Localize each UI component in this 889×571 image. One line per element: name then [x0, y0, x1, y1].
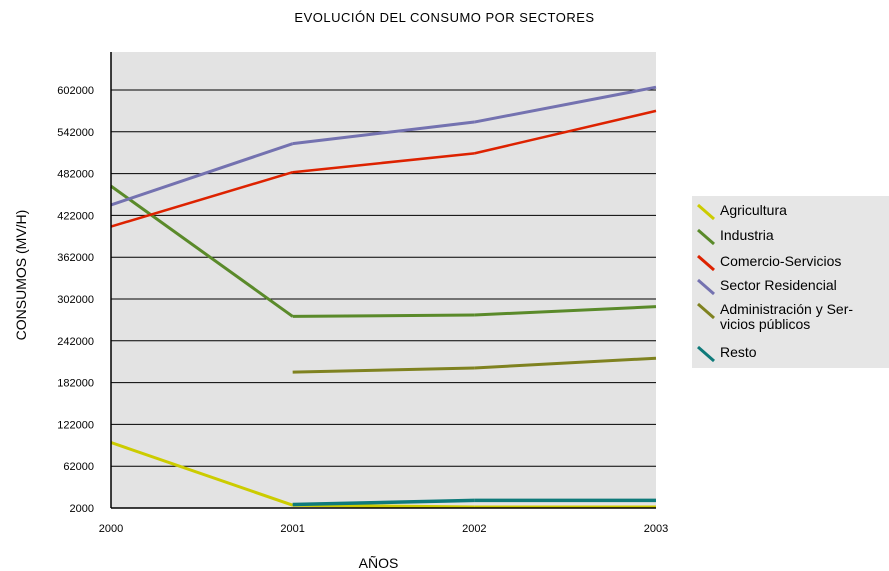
legend-label: Sector Residencial — [720, 277, 837, 293]
y-tick-label: 482000 — [57, 169, 94, 181]
series-3 — [110, 85, 657, 207]
series-segment — [474, 85, 657, 124]
x-tick-label: 2002 — [462, 523, 486, 535]
x-tick-labels: 2000 2001 2002 2003 — [99, 523, 668, 535]
series-segment — [292, 366, 475, 374]
series-5 — [292, 498, 656, 507]
plot-background — [111, 52, 656, 508]
x-tick-label: 2000 — [99, 523, 123, 535]
y-tick-label: 2000 — [70, 503, 94, 515]
legend-label: Agricultura — [720, 202, 787, 218]
series-segment — [474, 356, 657, 370]
y-axis-label: CONSUMOS (MV/H) — [13, 210, 29, 341]
legend-swatch — [697, 203, 715, 221]
legend-label: Administración y Ser- vicios públicos — [720, 301, 854, 332]
chart-title: EVOLUCIÓN DEL CONSUMO POR SECTORES — [294, 10, 595, 25]
y-tick-label: 122000 — [57, 419, 94, 431]
series-segment — [474, 305, 657, 317]
y-tick-label: 542000 — [57, 127, 94, 139]
series-segment — [292, 152, 475, 174]
series-4 — [292, 356, 657, 374]
y-tick-labels: 2000 62000 122000 182000 242000 302000 362000 4… — [57, 85, 94, 515]
legend: Agricultura Industria Comercio-Servicios Se… — [692, 196, 889, 368]
series-2 — [110, 109, 657, 228]
legend-item: Administración y Ser- vicios públicos — [692, 302, 853, 332]
y-tick-label: 302000 — [57, 294, 94, 306]
y-tick-label: 422000 — [57, 210, 94, 222]
series-segment — [110, 184, 294, 318]
legend-swatch — [697, 254, 715, 272]
legend-swatch — [697, 345, 715, 363]
series-segment — [292, 498, 475, 507]
legend-label: Industria — [720, 227, 774, 243]
legend-item: Sector Residencial — [692, 278, 837, 296]
x-tick-label: 2001 — [280, 523, 304, 535]
legend-swatch — [697, 228, 715, 246]
legend-label: Comercio-Servicios — [720, 253, 842, 269]
series-segment — [110, 142, 294, 207]
legend-item: Comercio-Servicios — [692, 254, 841, 272]
y-tick-label: 602000 — [57, 85, 94, 97]
y-tick-label: 62000 — [63, 461, 94, 473]
series-segment — [110, 441, 294, 507]
series-1 — [110, 184, 657, 318]
x-axis-label: AÑOS — [359, 555, 399, 571]
series-lines — [110, 85, 657, 509]
y-tick-label: 362000 — [57, 252, 94, 264]
legend-swatch — [697, 278, 715, 296]
y-tick-label: 182000 — [57, 378, 94, 390]
series-segment — [110, 171, 294, 228]
y-tick-label: 242000 — [57, 336, 94, 348]
series-segment — [292, 120, 475, 146]
legend-item: Agricultura — [692, 203, 787, 221]
series-segment — [292, 313, 475, 318]
x-tick-label: 2003 — [644, 523, 668, 535]
legend-label: Resto — [720, 344, 757, 360]
legend-item: Industria — [692, 228, 774, 246]
legend-item: Resto — [692, 345, 757, 363]
legend-swatch — [697, 302, 715, 320]
series-segment — [474, 109, 657, 155]
